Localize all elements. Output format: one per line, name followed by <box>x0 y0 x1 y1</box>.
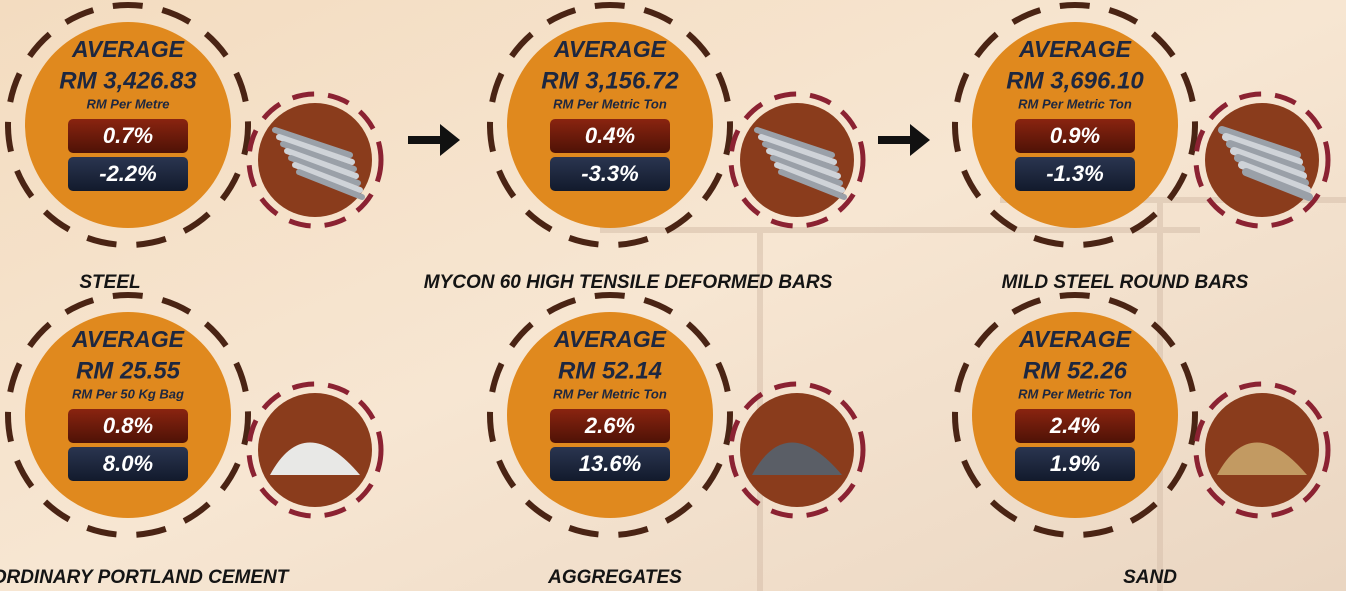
change-2: 8.0% <box>103 451 153 476</box>
change-1: 0.8% <box>103 413 153 438</box>
change-1: 2.6% <box>584 413 635 438</box>
average-price: RM 52.26 <box>1023 357 1128 384</box>
material-name: SAND <box>1123 567 1177 588</box>
heading: AVERAGE <box>1018 326 1132 352</box>
unit: RM Per Metre <box>86 96 169 111</box>
change-2: 1.9% <box>1050 451 1100 476</box>
unit: RM Per Metric Ton <box>1018 96 1132 111</box>
average-price: RM 25.55 <box>76 357 181 384</box>
infographic: AVERAGE RM 3,426.83 RM Per Metre 0.7% -2.2% S… <box>0 0 1346 591</box>
average-price: RM 52.14 <box>558 357 662 384</box>
heading: AVERAGE <box>71 36 185 62</box>
change-2: -2.2% <box>99 161 156 186</box>
heading: AVERAGE <box>553 36 667 62</box>
heading: AVERAGE <box>553 326 667 352</box>
average-price: RM 3,156.72 <box>541 67 679 94</box>
change-2: 13.6% <box>579 451 641 476</box>
material-name: MYCON 60 HIGH TENSILE DEFORMED BARS <box>424 272 833 293</box>
heading: AVERAGE <box>1018 36 1132 62</box>
unit: RM Per Metric Ton <box>1018 386 1132 401</box>
average-price: RM 3,696.10 <box>1006 67 1144 94</box>
change-1: 0.9% <box>1050 123 1100 148</box>
heading: AVERAGE <box>71 326 185 352</box>
unit: RM Per Metric Ton <box>553 96 667 111</box>
change-1: 2.4% <box>1049 413 1100 438</box>
material-name: ORDINARY PORTLAND CEMENT <box>0 567 290 588</box>
change-1: 0.4% <box>585 123 635 148</box>
change-2: -3.3% <box>581 161 638 186</box>
change-1: 0.7% <box>103 123 153 148</box>
unit: RM Per 50 Kg Bag <box>72 386 184 401</box>
material-name: MILD STEEL ROUND BARS <box>1002 272 1249 293</box>
material-name: AGGREGATES <box>547 567 682 588</box>
unit: RM Per Metric Ton <box>553 386 667 401</box>
average-price: RM 3,426.83 <box>59 67 197 94</box>
page: AVERAGE RM 3,426.83 RM Per Metre 0.7% -2.2% S… <box>0 0 1346 591</box>
material-name: STEEL <box>79 272 140 293</box>
change-2: -1.3% <box>1046 161 1103 186</box>
